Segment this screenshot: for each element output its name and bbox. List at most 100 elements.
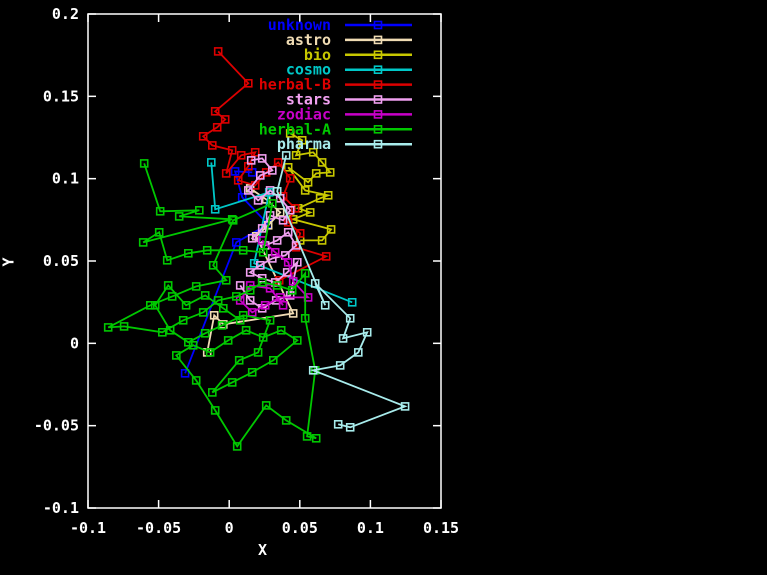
- data-point: [292, 336, 302, 345]
- data-point: [255, 171, 265, 180]
- data-point: [285, 129, 295, 138]
- data-point: [275, 293, 285, 302]
- legend-item-herbal-B: herbal-B: [259, 76, 412, 94]
- data-point: [272, 281, 282, 290]
- data-point: [283, 257, 293, 267]
- legend-item-pharma: pharma: [277, 135, 412, 153]
- data-point: [278, 300, 288, 310]
- data-point: [232, 442, 242, 451]
- data-point: [260, 300, 270, 310]
- data-point: [233, 176, 243, 185]
- data-point: [208, 260, 218, 270]
- legend-item-unknown: unknown: [268, 16, 412, 34]
- data-point: [300, 186, 310, 195]
- legend-label: cosmo: [286, 61, 331, 79]
- data-point: [232, 292, 241, 301]
- data-point: [178, 315, 188, 325]
- legend-item-herbal-A: herbal-A: [259, 120, 412, 138]
- data-point: [303, 178, 313, 187]
- data-point: [250, 148, 260, 157]
- data-point: [213, 296, 223, 305]
- data-point: [139, 159, 149, 168]
- x-tick-label: 0.1: [357, 519, 384, 537]
- data-point: [213, 47, 223, 56]
- data-point: [247, 234, 257, 243]
- data-point: [257, 278, 267, 287]
- data-point: [317, 158, 327, 167]
- data-point: [253, 196, 263, 205]
- data-point: [245, 285, 255, 295]
- data-point: [221, 275, 231, 285]
- data-point: [295, 229, 305, 238]
- series-line: [276, 155, 408, 429]
- data-point: [281, 416, 291, 425]
- data-point: [158, 327, 167, 337]
- data-point: [247, 367, 257, 377]
- data-point: [210, 107, 220, 116]
- data-point: [270, 248, 280, 257]
- y-tick-label: 0.15: [43, 87, 79, 105]
- data-point: [253, 348, 263, 357]
- data-point: [272, 236, 282, 245]
- data-point: [292, 257, 302, 267]
- data-point: [323, 191, 333, 200]
- data-point: [326, 225, 336, 234]
- data-point: [223, 336, 233, 345]
- data-point: [103, 323, 113, 332]
- data-point: [347, 297, 357, 307]
- legend-marker: [373, 95, 383, 104]
- data-point: [285, 174, 295, 183]
- data-point: [291, 151, 301, 160]
- y-tick-label: 0.1: [52, 170, 79, 188]
- data-point: [244, 79, 253, 88]
- x-tick-label: -0.1: [70, 519, 106, 537]
- series-pharma: [272, 151, 410, 432]
- data-point: [207, 158, 216, 167]
- data-point: [272, 187, 282, 196]
- data-point: [200, 291, 210, 300]
- legend-marker: [373, 50, 383, 60]
- data-point: [288, 309, 298, 318]
- y-tick-label: 0.05: [43, 252, 79, 270]
- data-point: [300, 268, 310, 278]
- legend-marker: [373, 20, 383, 30]
- data-point: [198, 308, 208, 317]
- data-point: [287, 285, 297, 295]
- data-point: [230, 167, 240, 176]
- data-point: [317, 236, 327, 245]
- legend-item-bio: bio: [304, 46, 412, 64]
- data-point: [235, 315, 245, 325]
- data-point: [257, 154, 267, 163]
- data-point: [174, 212, 184, 221]
- data-point: [180, 368, 190, 378]
- data-point: [150, 300, 160, 310]
- data-point: [268, 355, 278, 365]
- x-axis-label: X: [258, 541, 268, 559]
- data-point: [258, 333, 268, 342]
- data-point: [246, 156, 256, 165]
- x-tick-label: 0: [225, 519, 234, 537]
- data-point: [184, 337, 193, 347]
- series-bio: [283, 129, 336, 245]
- legend-marker: [373, 139, 383, 149]
- data-point: [155, 207, 165, 216]
- data-point: [288, 276, 298, 286]
- legend-item-stars: stars: [286, 91, 412, 109]
- data-point: [228, 216, 238, 225]
- legend-label: astro: [286, 31, 331, 49]
- data-point: [311, 433, 321, 443]
- data-point: [138, 238, 148, 247]
- data-point: [212, 123, 222, 132]
- data-point: [167, 292, 177, 301]
- legend-label: bio: [304, 46, 331, 64]
- data-point: [205, 348, 215, 357]
- data-point: [305, 208, 315, 217]
- data-point: [235, 281, 245, 290]
- data-point: [255, 260, 265, 270]
- data-point: [195, 206, 204, 215]
- data-point: [184, 249, 193, 258]
- data-point: [227, 215, 237, 224]
- legend-marker: [373, 125, 383, 134]
